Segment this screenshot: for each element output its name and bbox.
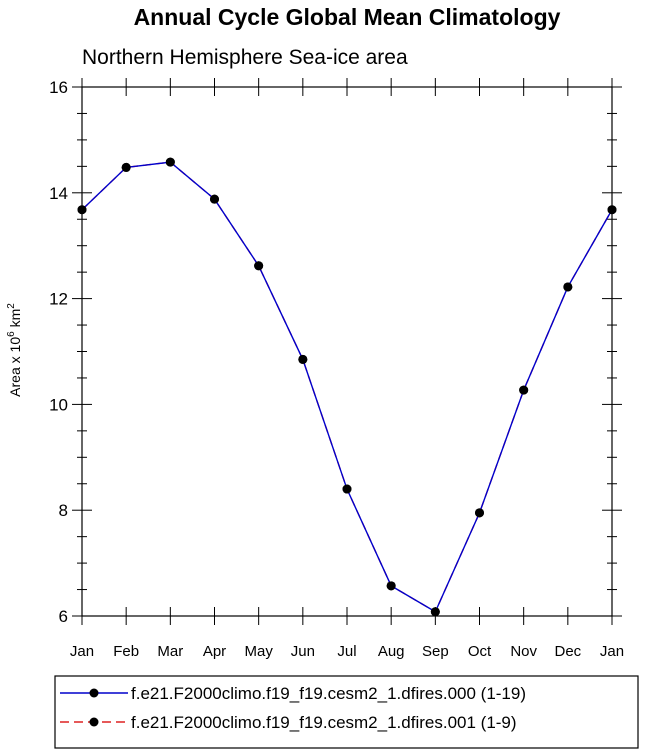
x-tick-label: Nov bbox=[510, 643, 537, 660]
series-0 bbox=[77, 157, 617, 617]
y-axis-label-exp1: 6 bbox=[6, 331, 17, 337]
y-tick-label: 6 bbox=[59, 607, 68, 626]
legend-entry-label: f.e21.F2000climo.f19_f19.cesm2_1.dfires.… bbox=[131, 713, 517, 732]
x-tick-label: Jul bbox=[337, 643, 356, 660]
series-1 bbox=[77, 157, 617, 617]
x-tick-label: Sep bbox=[422, 643, 449, 660]
chart-subtitle: Northern Hemisphere Sea-ice area bbox=[82, 46, 408, 69]
data-point bbox=[254, 261, 264, 271]
x-tick-label: Oct bbox=[468, 643, 492, 660]
x-tick-label: Feb bbox=[113, 643, 139, 660]
legend: f.e21.F2000climo.f19_f19.cesm2_1.dfires.… bbox=[54, 675, 639, 749]
plot-frame bbox=[81, 86, 613, 617]
data-point bbox=[563, 282, 573, 292]
data-point bbox=[210, 194, 219, 204]
y-tick-label: 10 bbox=[49, 395, 68, 414]
series-line bbox=[81, 161, 613, 613]
data-point bbox=[386, 581, 396, 591]
data-point bbox=[77, 205, 87, 215]
y-tick-label: 14 bbox=[49, 184, 68, 203]
x-tick-label: Aug bbox=[378, 643, 405, 660]
x-tick-label: Jan bbox=[600, 643, 624, 660]
data-point bbox=[475, 508, 484, 518]
x-tick-label: May bbox=[244, 643, 273, 660]
data-point bbox=[121, 162, 131, 172]
legend-entry-label: f.e21.F2000climo.f19_f19.cesm2_1.dfires.… bbox=[131, 684, 526, 703]
legend-marker bbox=[89, 717, 99, 727]
y-axis-label-exp2: 2 bbox=[6, 303, 17, 309]
y-tick-label: 12 bbox=[49, 290, 68, 309]
y-axis-label-base: Area x 10 bbox=[7, 337, 23, 397]
data-point bbox=[165, 157, 175, 167]
x-tick-label: Mar bbox=[157, 643, 183, 660]
data-point bbox=[519, 385, 529, 395]
x-tick-label: Apr bbox=[203, 643, 226, 660]
y-tick-label: 16 bbox=[49, 78, 68, 97]
y-axis-label: Area x 106 km2 bbox=[6, 303, 23, 397]
x-tick-label: Jun bbox=[291, 643, 315, 660]
y-axis-label-unit: km bbox=[7, 309, 23, 332]
x-tick-label: Jan bbox=[70, 643, 94, 660]
plot-axes: 6 8 10 12 14 16 Jan Feb Mar Apr May Jun Jul Aug Sep Oct… bbox=[49, 78, 624, 660]
data-point bbox=[430, 607, 440, 617]
data-point bbox=[298, 354, 308, 364]
data-point bbox=[342, 484, 352, 494]
y-tick-label: 8 bbox=[59, 501, 68, 520]
legend-box bbox=[54, 675, 639, 749]
x-tick-label: Dec bbox=[554, 643, 581, 660]
data-point bbox=[607, 205, 617, 215]
chart-title: Annual Cycle Global Mean Climatology bbox=[134, 4, 561, 30]
legend-marker bbox=[89, 688, 99, 698]
svg-text:Area x 106 km2: Area x 106 km2 bbox=[6, 303, 23, 397]
series-layer bbox=[77, 157, 617, 617]
series-line bbox=[81, 161, 613, 613]
